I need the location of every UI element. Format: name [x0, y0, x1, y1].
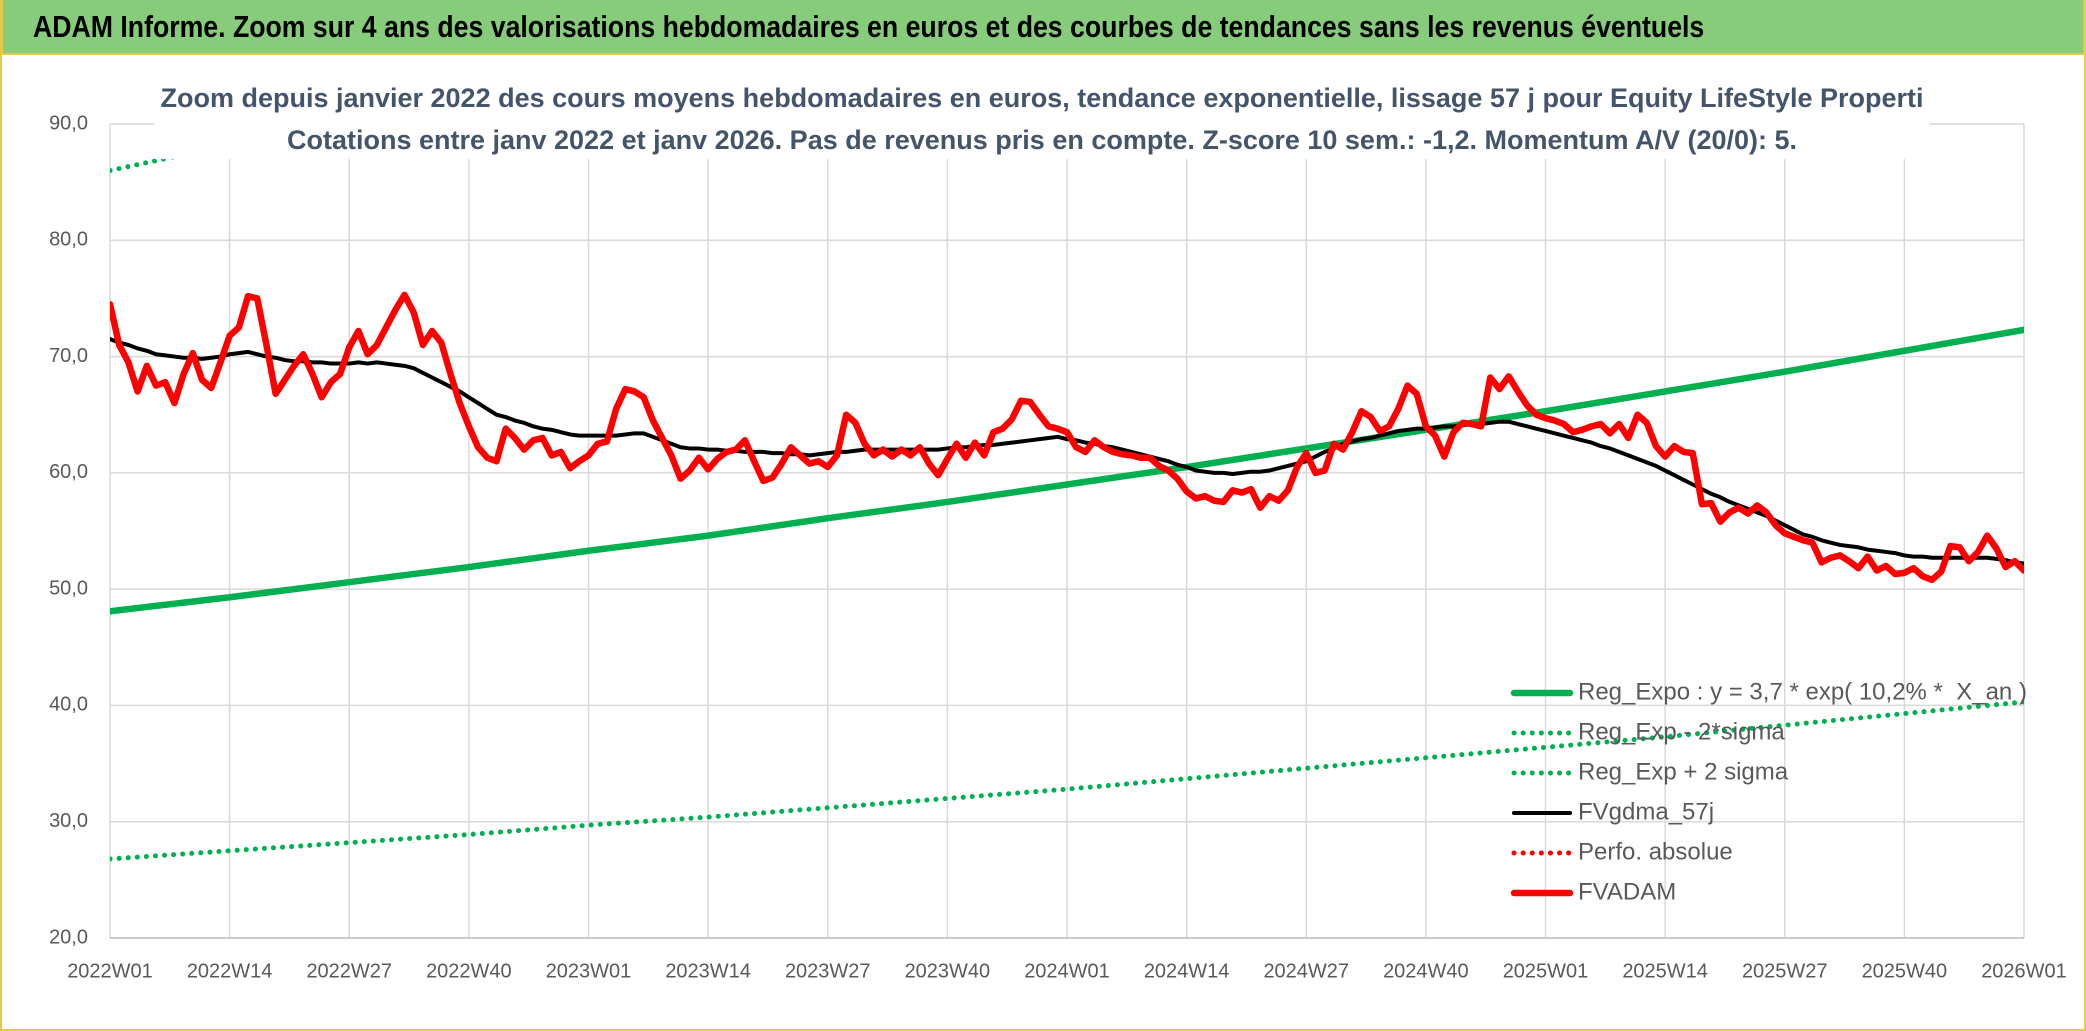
y-tick-label: 60,0	[49, 461, 88, 483]
x-tick-label: 2022W40	[426, 960, 512, 982]
series-line	[110, 337, 2024, 566]
x-tick-label: 2026W01	[1981, 960, 2067, 982]
x-tick-label: 2024W14	[1144, 960, 1230, 982]
subtitle: Cotations entre janv 2022 et janv 2026. …	[287, 125, 1797, 155]
subtitle-box: Zoom depuis janvier 2022 des cours moyen…	[154, 79, 1930, 160]
y-tick-label: 20,0	[49, 926, 88, 948]
x-tick-label: 2025W01	[1503, 960, 1589, 982]
x-tick-label: 2023W14	[665, 960, 751, 982]
x-tick-label: 2022W01	[67, 960, 153, 982]
page-title: ADAM Informe. Zoom sur 4 ans des valoris…	[33, 9, 1705, 44]
chart: Zoom depuis janvier 2022 des cours moyen…	[0, 53, 2086, 1031]
subtitle: Zoom depuis janvier 2022 des cours moyen…	[160, 83, 1923, 113]
legend-label: Perfo. absolue	[1578, 838, 1733, 865]
legend-label: Reg_Expo : y = 3,7 * exp( 10,2% * X_an )	[1578, 678, 2027, 705]
y-tick-label: 40,0	[49, 694, 88, 716]
x-tick-label: 2025W40	[1862, 960, 1948, 982]
y-tick-label: 80,0	[49, 229, 88, 251]
x-tick-label: 2022W27	[306, 960, 392, 982]
x-tick-label: 2023W27	[785, 960, 871, 982]
x-tick-label: 2024W27	[1263, 960, 1349, 982]
x-tick-label: 2022W14	[187, 960, 273, 982]
header-bar: ADAM Informe. Zoom sur 4 ans des valoris…	[0, 0, 2086, 53]
x-tick-label: 2025W14	[1622, 960, 1708, 982]
axes: 20,0 30,0 40,0 50,0 60,0 70,0 80,0 90,0 2022W01 2…	[49, 112, 2067, 982]
series-line	[110, 326, 2024, 615]
legend-label: FVgdma_57j	[1578, 798, 1714, 825]
y-tick-label: 90,0	[49, 112, 88, 134]
chart-frame	[0, 53, 2086, 1031]
series-line	[110, 291, 2024, 584]
x-tick-label: 2023W40	[905, 960, 991, 982]
y-tick-label: 70,0	[49, 345, 88, 367]
y-tick-label: 50,0	[49, 577, 88, 599]
x-tick-label: 2025W27	[1742, 960, 1828, 982]
x-tick-label: 2023W01	[546, 960, 632, 982]
subtitle-background	[154, 79, 1930, 160]
grid	[109, 123, 2025, 939]
plot-lines	[110, 124, 2024, 862]
x-tick-label: 2024W40	[1383, 960, 1469, 982]
x-tick-label: 2024W01	[1024, 960, 1110, 982]
legend-label: Reg_Exp - 2*sigma	[1578, 718, 1785, 745]
legend: Reg_Expo : y = 3,7 * exp( 10,2% * X_an )…	[1510, 678, 2027, 905]
legend-label: Reg_Exp + 2 sigma	[1578, 758, 1789, 785]
y-tick-label: 30,0	[49, 810, 88, 832]
series-line	[110, 699, 2024, 862]
legend-label: FVADAM	[1578, 878, 1676, 905]
